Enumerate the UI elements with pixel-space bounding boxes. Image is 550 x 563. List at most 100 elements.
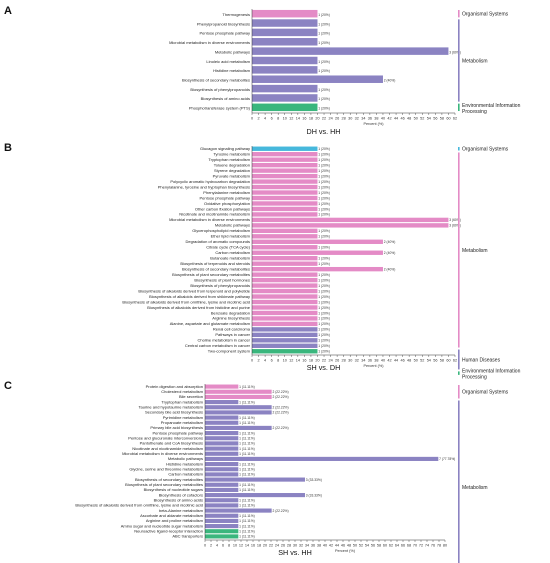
x-tick-label: 6: [222, 544, 224, 548]
category-label: Other carbon fixation pathways: [195, 206, 250, 211]
x-tick-label: 14: [296, 117, 300, 121]
category-label: Neuroactive ligand-receptor interaction: [134, 528, 203, 533]
bar: [205, 482, 239, 487]
category-label: Linoleic acid metabolism: [206, 59, 250, 64]
bar: [205, 389, 272, 394]
category-label: Nicotinate and nicotinamide metabolism: [132, 446, 203, 451]
bar: [252, 321, 318, 327]
value-label: 1 (20%): [318, 13, 330, 17]
category-label: Carbon metabolism: [168, 472, 203, 477]
value-label: 3 (33.33%): [306, 493, 322, 497]
category-label: Biosynthesis of cofactors: [159, 492, 203, 497]
x-tick-label: 30: [348, 117, 352, 121]
bar: [252, 103, 318, 112]
value-label: 3 (60%): [449, 224, 461, 228]
x-tick-label: 10: [283, 117, 287, 121]
value-label: 1 (20%): [318, 295, 330, 299]
x-tick-label: 70: [413, 544, 417, 548]
bar: [252, 250, 383, 255]
bar: [252, 47, 449, 55]
value-label: 1 (11.11%): [239, 462, 255, 466]
x-tick-label: 4: [264, 359, 266, 363]
category-label: Biosynthesis of terpenoids and steroids: [180, 261, 250, 266]
bar: [205, 487, 239, 492]
x-tick-label: 62: [389, 544, 393, 548]
value-label: 3 (60%): [449, 50, 461, 54]
x-tick-label: 62: [453, 117, 457, 121]
value-label: 1 (20%): [318, 289, 330, 293]
x-tick-label: 42: [387, 359, 391, 363]
panel-letter: B: [4, 142, 12, 154]
value-label: 1 (11.11%): [239, 498, 255, 502]
value-label: 1 (11.11%): [239, 483, 255, 487]
bar: [252, 173, 318, 179]
bar: [205, 477, 305, 482]
category-label: Biosynthesis of phenylpropanoids: [190, 87, 250, 92]
x-tick-label: 80: [443, 544, 447, 548]
x-tick-label: 28: [287, 544, 291, 548]
value-label: 1 (20%): [318, 213, 330, 217]
value-label: 2 (40%): [384, 251, 396, 255]
x-tick-label: 20: [315, 117, 319, 121]
group-label: Human Diseases: [462, 357, 501, 363]
category-label: Biosynthesis of amino acids: [154, 497, 203, 502]
x-axis-title: Percent (%): [363, 364, 384, 368]
value-label: 7 (77.78%): [439, 457, 455, 461]
value-label: 1 (11.11%): [239, 400, 255, 404]
value-label: 1 (20%): [318, 328, 330, 332]
x-tick-label: 6: [271, 117, 273, 121]
value-label: 2 (40%): [384, 267, 396, 271]
category-label: Oxidative phosphorylation: [204, 201, 250, 206]
bar: [252, 327, 318, 332]
x-tick-label: 6: [271, 359, 273, 363]
x-tick-label: 32: [299, 544, 303, 548]
bar: [205, 462, 239, 467]
bar: [252, 190, 318, 195]
value-label: 1 (20%): [318, 196, 330, 200]
bar: [205, 415, 239, 420]
bar: [252, 28, 318, 37]
group-bracket: [458, 19, 460, 102]
group-bracket: [458, 103, 460, 111]
bar: [252, 316, 318, 321]
bar: [252, 343, 318, 348]
x-tick-label: 46: [341, 544, 345, 548]
bar: [252, 38, 318, 46]
value-label: 1 (11.11%): [239, 436, 255, 440]
x-tick-label: 12: [289, 359, 293, 363]
x-tick-label: 30: [348, 359, 352, 363]
value-label: 1 (20%): [318, 191, 330, 195]
category-label: Glycerophospholipid metabolism: [192, 228, 250, 233]
bar: [252, 157, 318, 162]
x-tick-label: 12: [239, 544, 243, 548]
category-label: Citrate cycle (TCA cycle): [206, 245, 250, 250]
bar: [252, 305, 318, 310]
x-tick-label: 56: [433, 359, 437, 363]
category-label: Biosynthesis of secondary metabolites: [182, 77, 250, 82]
x-tick-label: 28: [342, 359, 346, 363]
bar: [252, 277, 318, 283]
category-label: Renal cell carcinoma: [213, 327, 251, 332]
bar: [205, 394, 272, 399]
x-tick-label: 60: [446, 359, 450, 363]
bar: [252, 245, 318, 250]
x-tick-label: 38: [374, 117, 378, 121]
category-label: Phenylalanine metabolism: [203, 190, 250, 195]
category-label: Biosynthesis of plant secondary metaboli…: [125, 482, 203, 487]
value-label: 1 (20%): [318, 273, 330, 277]
x-tick-label: 46: [400, 359, 404, 363]
bar: [252, 179, 318, 184]
category-label: Thermogenesis: [222, 12, 250, 17]
value-label: 1 (20%): [318, 278, 330, 282]
category-label: Ascorbate and aldarate metabolism: [140, 513, 204, 518]
bar: [252, 84, 318, 93]
x-tick-label: 52: [359, 544, 363, 548]
group-label: Metabolism: [462, 248, 488, 254]
x-tick-label: 24: [328, 117, 332, 121]
bar: [205, 508, 272, 513]
x-tick-label: 78: [437, 544, 441, 548]
category-label: Biosynthesis of alkaloids derived from o…: [75, 503, 203, 508]
value-label: 1 (20%): [318, 322, 330, 326]
x-tick-label: 4: [264, 117, 266, 121]
bar: [252, 239, 383, 244]
